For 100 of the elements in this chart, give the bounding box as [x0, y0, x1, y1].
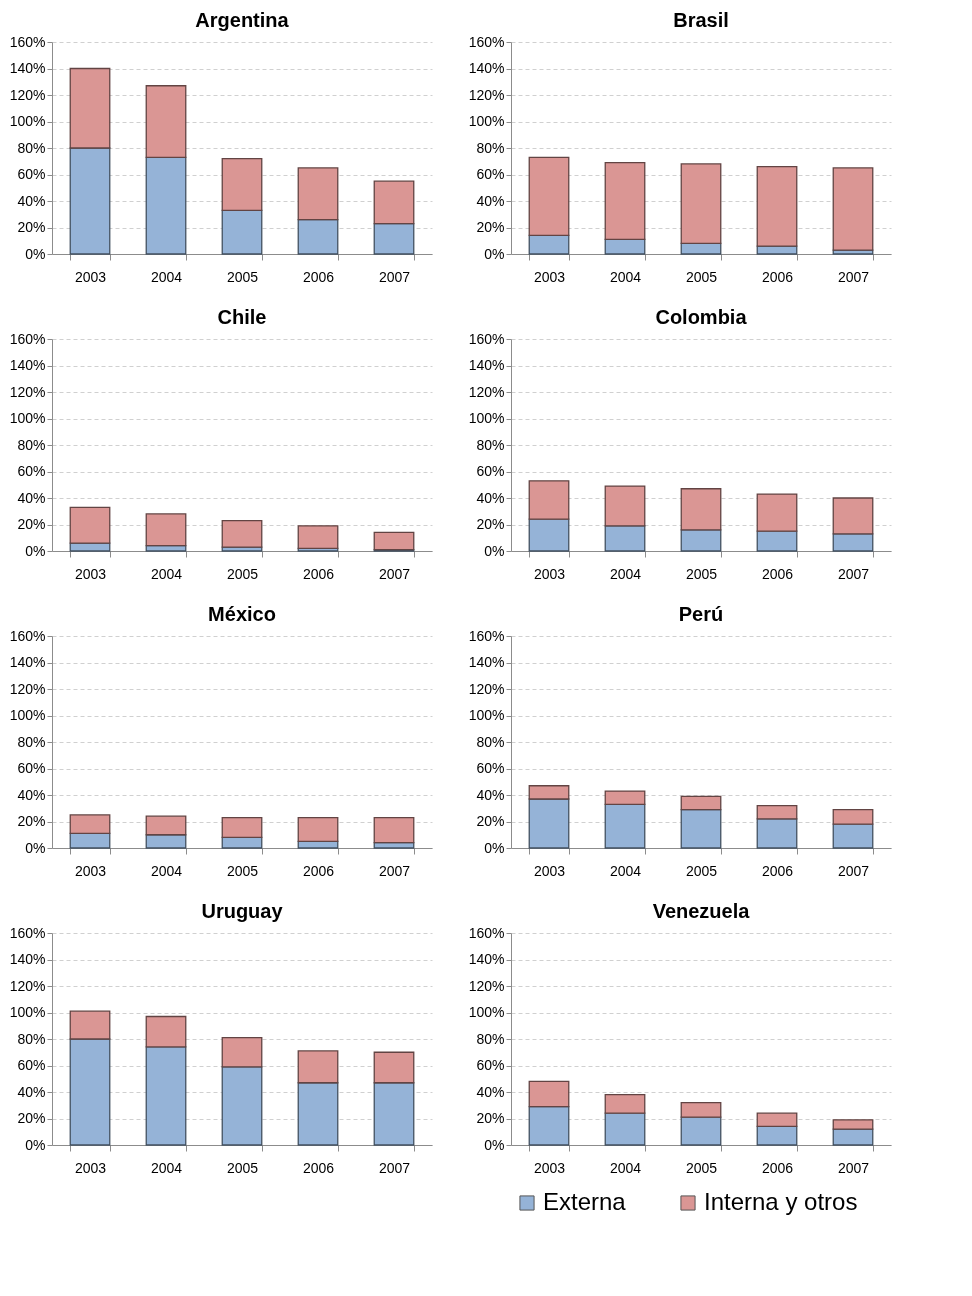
bar: [221, 1037, 263, 1068]
x-tick-label: 2007: [837, 268, 870, 285]
bar: [145, 815, 187, 836]
x-tick-label: 2004: [150, 862, 183, 879]
x-tick-label: 2003: [74, 268, 107, 285]
bar: [832, 1119, 874, 1130]
bar: [69, 506, 111, 544]
bar: [145, 85, 187, 158]
y-tick-label: 120%: [9, 86, 46, 103]
bar: [680, 163, 722, 245]
x-tick-label: 2005: [226, 565, 259, 582]
x-tick-label: 2007: [378, 565, 411, 582]
x-tick-label: 2005: [685, 565, 718, 582]
y-tick-label: 100%: [468, 707, 505, 723]
x-tick-label: 2003: [533, 862, 566, 879]
x-tick-label: 2005: [685, 862, 718, 879]
x-tick-label: 2004: [609, 268, 642, 285]
bar: [69, 1010, 111, 1040]
y-tick-label: 0%: [484, 245, 505, 262]
x-tick-label: 2006: [761, 268, 794, 285]
y-tick-label: 40%: [17, 786, 46, 803]
y-tick-label: 80%: [476, 733, 505, 750]
bar: [604, 161, 646, 241]
y-tick-label: 160%: [9, 627, 46, 644]
bar: [680, 808, 722, 849]
y-tick-label: 20%: [17, 219, 46, 235]
y-tick-label: 60%: [17, 760, 46, 776]
x-tick-label: 2003: [74, 1159, 107, 1176]
bar: [680, 242, 722, 255]
y-tick-label: 60%: [476, 166, 505, 182]
bar: [373, 531, 415, 551]
y-tick-label: 80%: [476, 436, 505, 453]
x-tick-label: 2006: [302, 565, 335, 582]
y-tick-label: 40%: [476, 1083, 505, 1100]
y-tick-label: 60%: [476, 1057, 505, 1073]
y-tick-label: 140%: [9, 60, 46, 76]
bar: [832, 1128, 874, 1146]
chart-title: México: [208, 603, 276, 625]
y-tick-label: 140%: [9, 654, 46, 670]
chart-title: Colombia: [655, 306, 748, 328]
bar: [756, 530, 798, 552]
bar: [604, 1112, 646, 1146]
y-tick-label: 80%: [17, 436, 46, 453]
x-tick-label: 2003: [533, 565, 566, 582]
y-tick-label: 160%: [468, 330, 505, 347]
bar: [604, 238, 646, 255]
x-tick-label: 2007: [837, 862, 870, 879]
bar: [756, 1112, 798, 1128]
y-tick-label: 160%: [468, 33, 505, 50]
x-tick-label: 2006: [302, 862, 335, 879]
y-tick-label: 120%: [468, 383, 505, 400]
y-tick-label: 40%: [17, 489, 46, 506]
y-tick-label: 160%: [9, 330, 46, 347]
y-tick-label: 140%: [468, 951, 505, 967]
y-tick-label: 40%: [476, 489, 505, 506]
y-tick-label: 140%: [468, 357, 505, 373]
bar: [373, 180, 415, 225]
y-tick-label: 100%: [9, 113, 46, 129]
bar: [604, 1094, 646, 1114]
y-tick-label: 120%: [9, 383, 46, 400]
y-tick-label: 40%: [476, 192, 505, 209]
y-tick-label: 100%: [9, 410, 46, 426]
y-tick-label: 20%: [476, 1110, 505, 1126]
y-tick-label: 0%: [25, 839, 46, 856]
bar: [145, 1015, 187, 1048]
y-tick-label: 0%: [484, 839, 505, 856]
y-tick-label: 0%: [484, 542, 505, 559]
chart-title: Perú: [678, 603, 724, 625]
bar: [832, 497, 874, 535]
y-tick-label: 100%: [9, 707, 46, 723]
y-tick-label: 100%: [468, 410, 505, 426]
x-tick-label: 2005: [226, 862, 259, 879]
bar: [69, 1038, 111, 1146]
bar: [756, 1125, 798, 1146]
x-tick-label: 2007: [378, 862, 411, 879]
x-tick-label: 2007: [378, 268, 411, 285]
y-tick-label: 20%: [17, 813, 46, 829]
bar: [680, 529, 722, 552]
bar: [604, 790, 646, 805]
y-tick-label: 60%: [476, 463, 505, 479]
bar: [528, 798, 570, 849]
y-tick-label: 160%: [9, 33, 46, 50]
x-tick-label: 2003: [74, 862, 107, 879]
y-tick-label: 120%: [9, 680, 46, 697]
bar: [528, 1080, 570, 1108]
x-tick-label: 2004: [150, 1159, 183, 1176]
y-tick-label: 120%: [468, 680, 505, 697]
y-tick-label: 100%: [468, 113, 505, 129]
bar: [69, 832, 111, 849]
bar: [756, 493, 798, 532]
x-tick-label: 2004: [150, 268, 183, 285]
y-tick-label: 20%: [476, 813, 505, 829]
x-tick-label: 2007: [378, 1159, 411, 1176]
x-tick-label: 2005: [685, 1159, 718, 1176]
x-tick-label: 2003: [533, 268, 566, 285]
x-tick-label: 2005: [226, 1159, 259, 1176]
x-tick-label: 2006: [761, 1159, 794, 1176]
bar: [528, 234, 570, 255]
x-tick-label: 2007: [837, 565, 870, 582]
bar: [69, 814, 111, 835]
